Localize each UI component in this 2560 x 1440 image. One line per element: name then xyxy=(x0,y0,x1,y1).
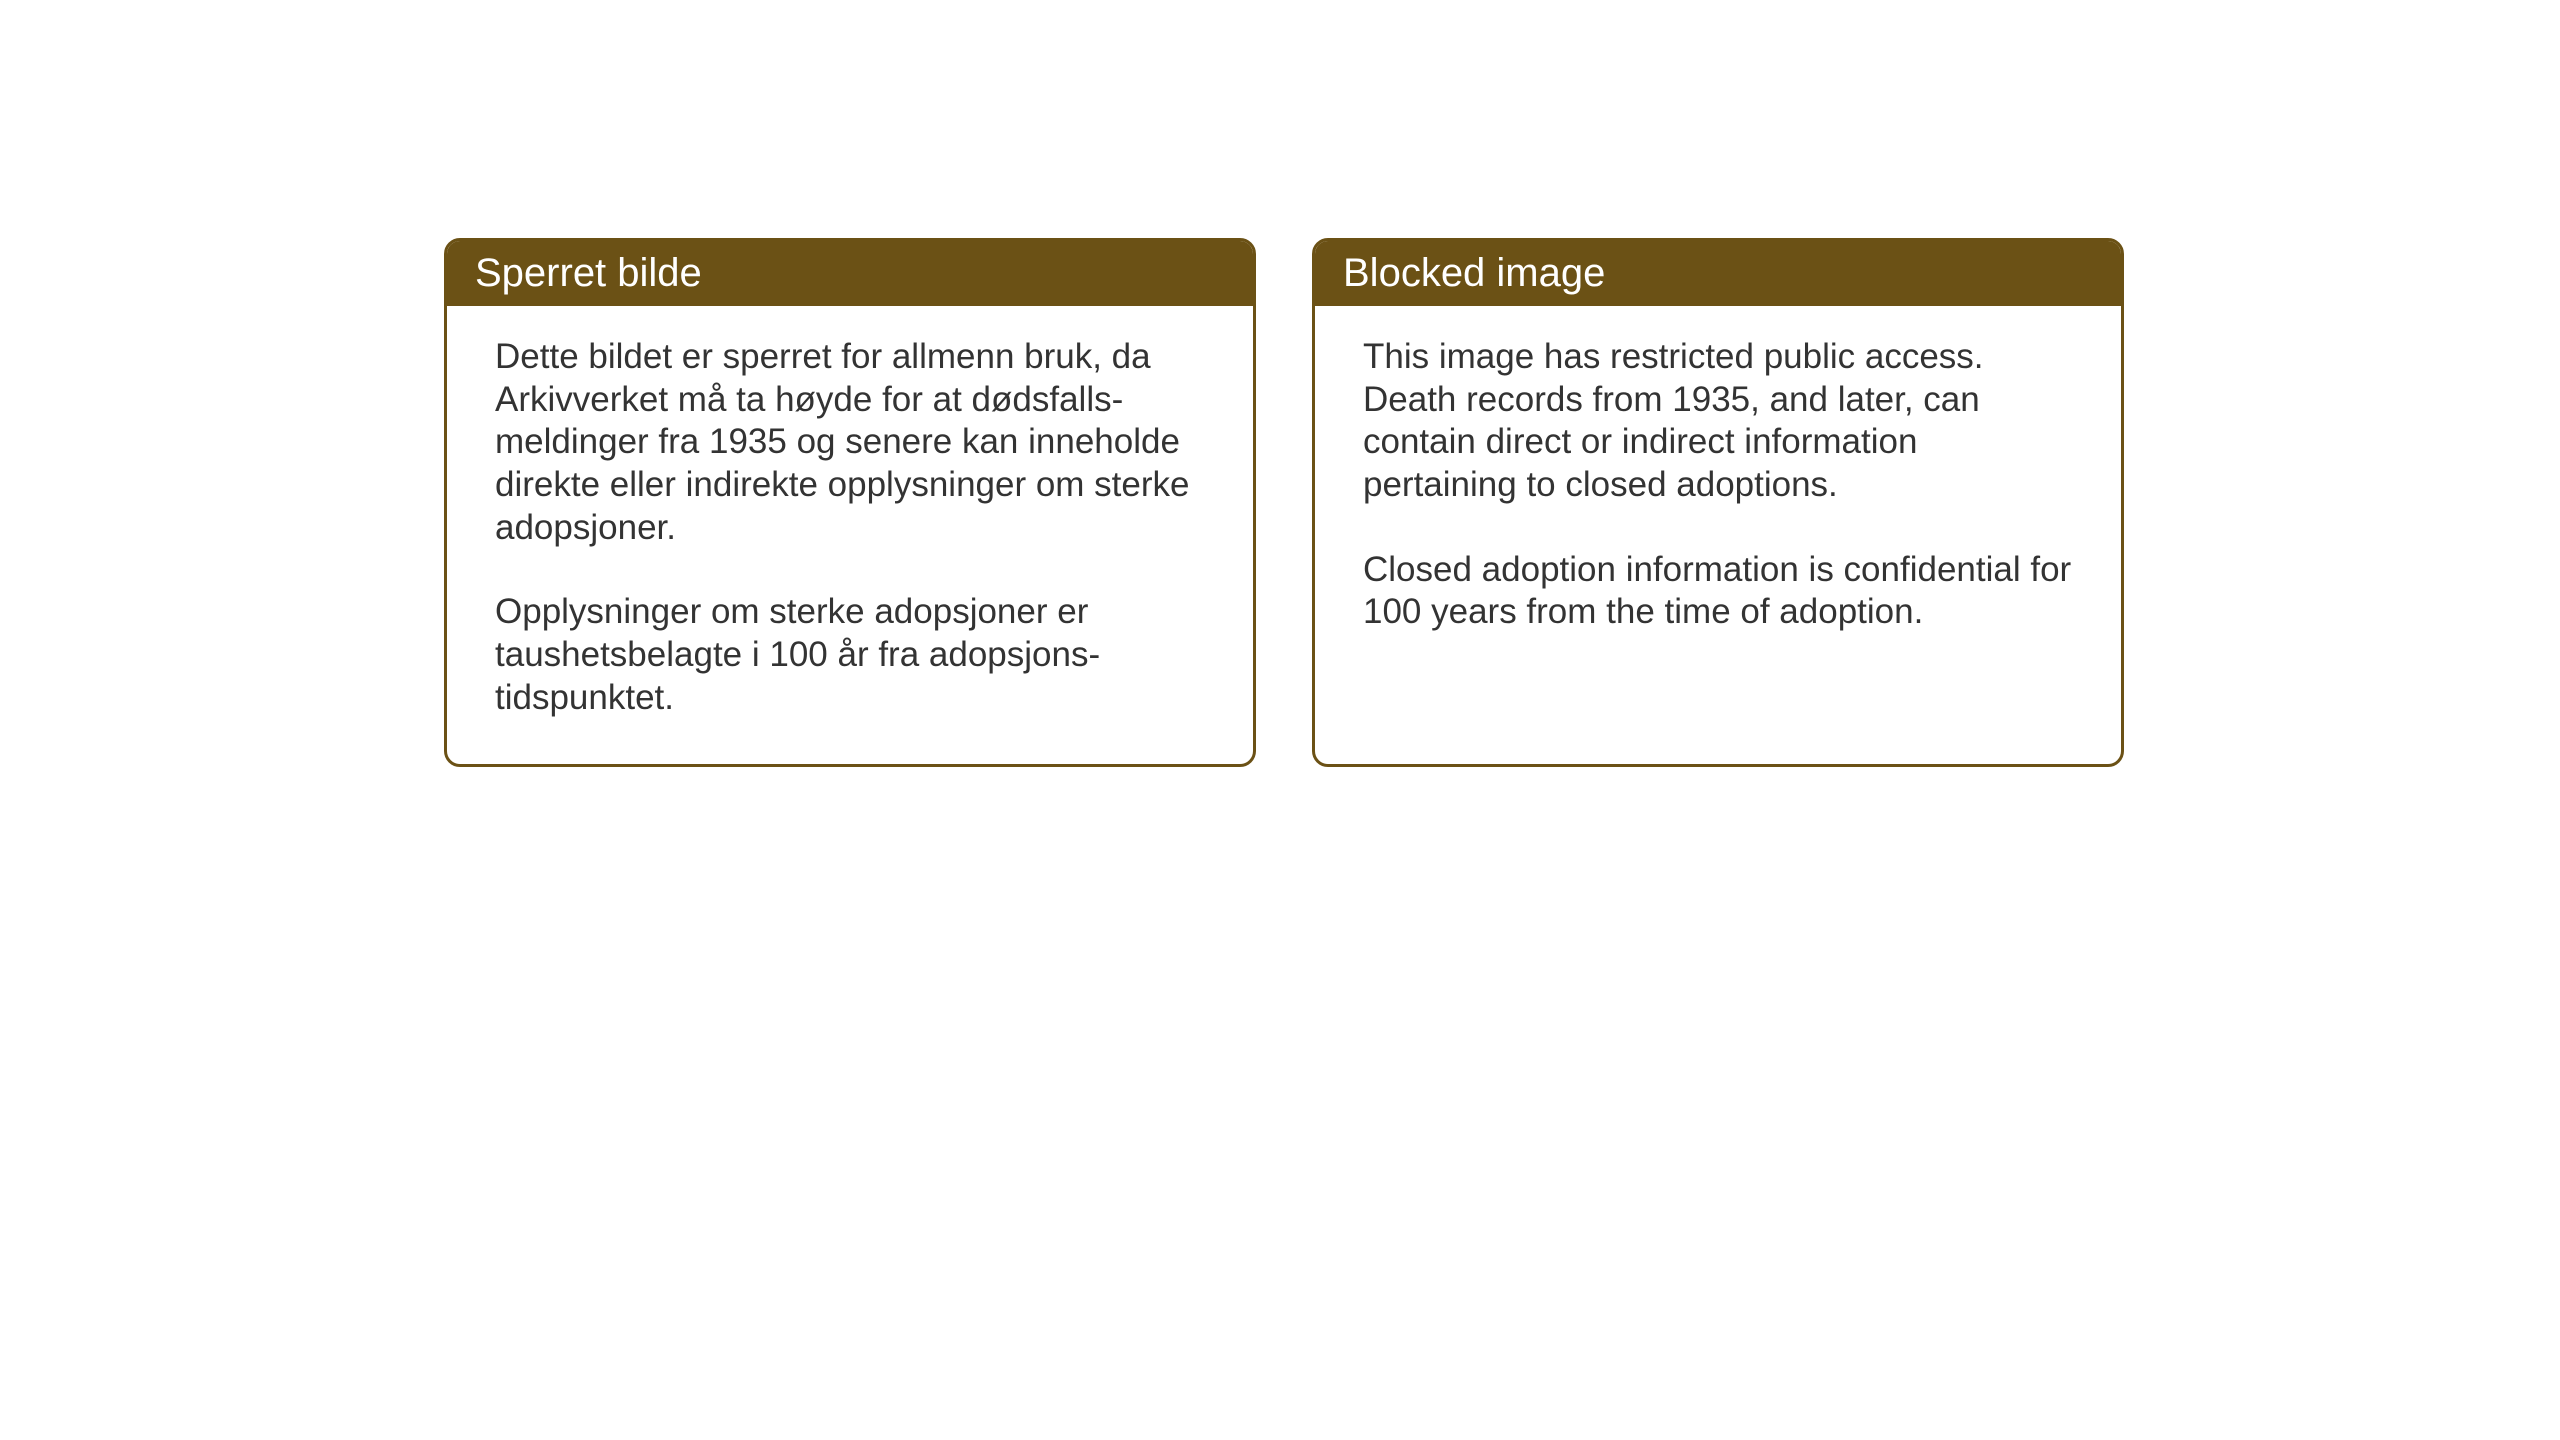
notice-container: Sperret bilde Dette bildet er sperret fo… xyxy=(444,238,2124,767)
notice-title-english: Blocked image xyxy=(1343,251,1605,295)
notice-paragraph: This image has restricted public access.… xyxy=(1363,336,2073,507)
notice-header-norwegian: Sperret bilde xyxy=(447,241,1253,306)
notice-paragraph: Closed adoption information is confident… xyxy=(1363,549,2073,634)
notice-body-norwegian: Dette bildet er sperret for allmenn bruk… xyxy=(447,306,1253,764)
notice-title-norwegian: Sperret bilde xyxy=(475,251,702,295)
notice-paragraph: Dette bildet er sperret for allmenn bruk… xyxy=(495,336,1205,549)
notice-box-norwegian: Sperret bilde Dette bildet er sperret fo… xyxy=(444,238,1256,767)
notice-box-english: Blocked image This image has restricted … xyxy=(1312,238,2124,767)
notice-header-english: Blocked image xyxy=(1315,241,2121,306)
notice-paragraph: Opplysninger om sterke adopsjoner er tau… xyxy=(495,591,1205,719)
notice-body-english: This image has restricted public access.… xyxy=(1315,306,2121,678)
